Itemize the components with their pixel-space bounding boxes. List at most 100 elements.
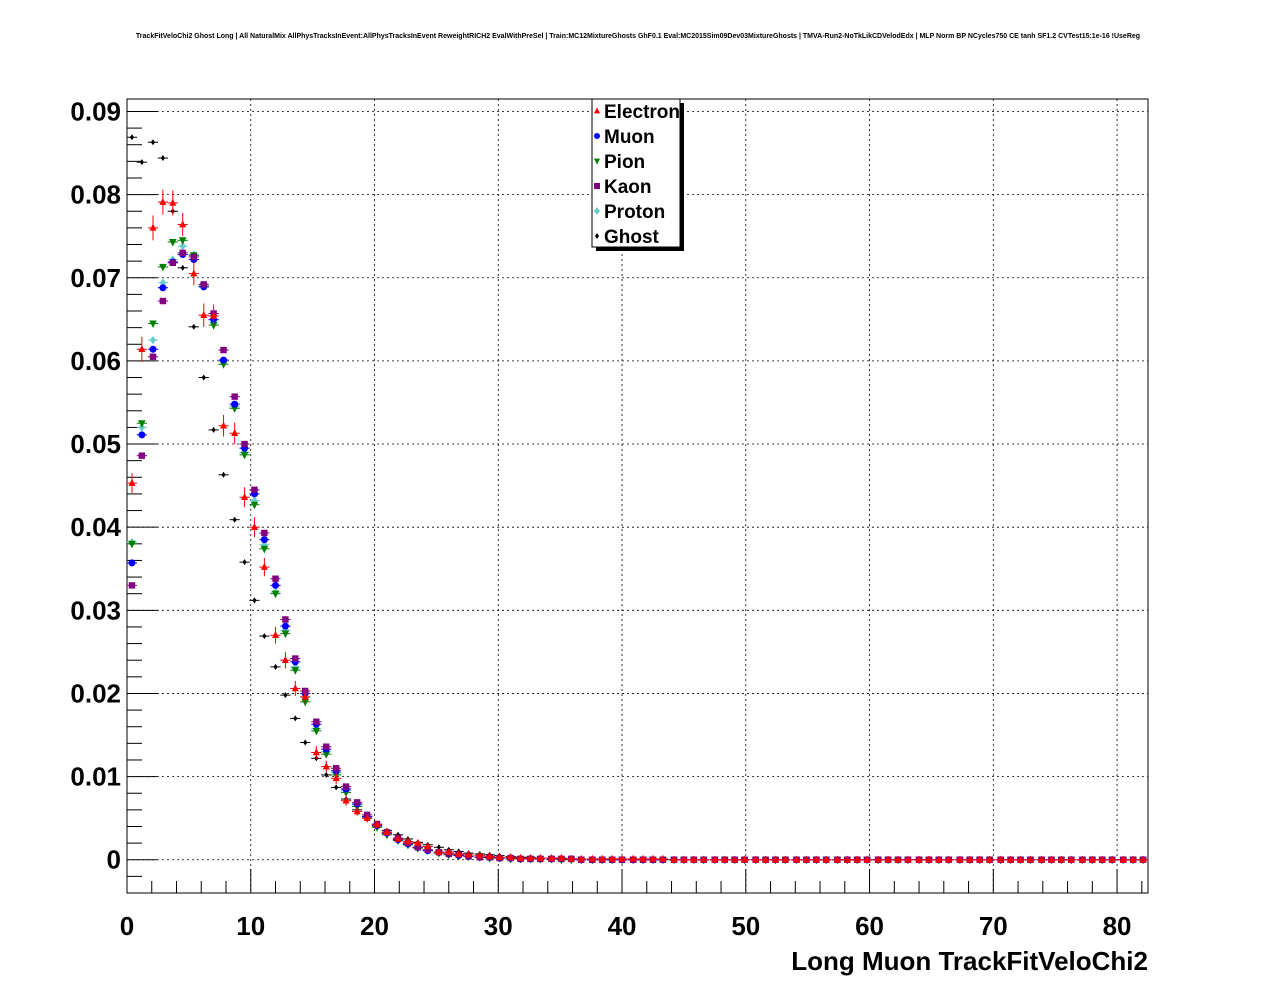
data-point xyxy=(588,854,596,862)
data-point xyxy=(159,297,167,305)
data-point xyxy=(741,855,749,863)
legend: Electron Muon Pion Kaon Proton Ghost xyxy=(591,98,684,251)
data-point xyxy=(250,522,258,530)
data-point xyxy=(1139,855,1147,863)
data-point xyxy=(884,855,892,863)
data-point xyxy=(281,656,289,664)
data-point xyxy=(342,783,350,790)
data-point xyxy=(629,854,637,862)
y-tick-label: 0.03 xyxy=(70,595,121,625)
data-point xyxy=(557,853,565,861)
data-point xyxy=(252,597,257,604)
legend-label: Muon xyxy=(604,127,655,148)
data-point xyxy=(1078,855,1086,863)
data-point xyxy=(812,855,820,863)
data-point xyxy=(1047,855,1055,863)
data-point xyxy=(219,361,228,369)
data-point xyxy=(711,855,719,863)
series-muon xyxy=(126,250,1149,864)
x-tick-label: 30 xyxy=(484,911,513,941)
data-point xyxy=(424,846,431,853)
data-point xyxy=(291,684,299,692)
data-point xyxy=(240,451,249,460)
x-tick-label: 70 xyxy=(979,911,1008,941)
data-point xyxy=(262,633,267,640)
data-point xyxy=(731,855,739,863)
data-point xyxy=(272,581,280,589)
data-point xyxy=(128,559,136,567)
x-tick-label: 80 xyxy=(1103,911,1132,941)
data-point xyxy=(894,855,902,863)
data-point xyxy=(281,630,290,639)
data-point xyxy=(191,323,196,330)
data-point xyxy=(853,855,861,863)
y-tick-label: 0.06 xyxy=(70,346,121,376)
series-proton xyxy=(126,242,1149,864)
legend-marker xyxy=(594,183,600,189)
y-tick-label: 0 xyxy=(107,845,121,875)
data-point xyxy=(160,155,165,162)
x-tick-label: 20 xyxy=(360,911,389,941)
data-point xyxy=(149,353,157,360)
x-tick-label: 0 xyxy=(120,911,134,941)
data-point xyxy=(404,837,412,845)
data-point xyxy=(781,855,789,863)
legend-label: Ghost xyxy=(604,227,660,248)
data-point xyxy=(178,237,187,245)
y-tick-label: 0.05 xyxy=(70,429,121,459)
data-point xyxy=(283,692,288,699)
data-point xyxy=(1067,855,1075,863)
legend-label: Proton xyxy=(604,202,665,223)
data-point xyxy=(179,249,186,257)
data-point xyxy=(496,853,504,861)
series-pion xyxy=(126,237,1149,865)
data-point xyxy=(232,516,237,523)
data-point xyxy=(935,855,943,863)
legend-marker xyxy=(594,233,600,239)
data-point xyxy=(1057,855,1065,863)
data-point xyxy=(190,269,198,277)
data-point xyxy=(363,813,371,821)
y-tick-label: 0.04 xyxy=(70,512,121,542)
data-point xyxy=(180,264,185,271)
data-point xyxy=(526,853,534,861)
data-point xyxy=(904,855,912,863)
data-point xyxy=(260,562,268,570)
data-point xyxy=(149,345,157,353)
data-point xyxy=(272,575,279,582)
data-points xyxy=(126,134,1149,865)
legend-label: Pion xyxy=(604,152,645,173)
data-point xyxy=(323,743,330,750)
data-point xyxy=(332,774,340,782)
data-point xyxy=(394,834,402,842)
data-point xyxy=(242,559,247,566)
data-point xyxy=(721,855,729,863)
data-point xyxy=(149,320,157,329)
x-tick-label: 40 xyxy=(608,911,637,941)
data-point xyxy=(863,855,871,863)
data-point xyxy=(476,851,484,859)
y-tick-label: 0.08 xyxy=(70,180,121,210)
data-point xyxy=(436,844,441,851)
data-point xyxy=(1119,855,1127,863)
data-point xyxy=(598,854,606,862)
data-point xyxy=(138,420,146,428)
data-point xyxy=(383,828,391,836)
x-tick-label: 60 xyxy=(855,911,884,941)
data-point xyxy=(353,799,361,806)
data-point xyxy=(159,263,167,272)
data-point xyxy=(220,356,228,364)
series-electron xyxy=(126,189,1149,863)
data-point xyxy=(210,311,218,319)
x-tick-label: 10 xyxy=(236,911,265,941)
data-point xyxy=(1098,855,1106,863)
data-point xyxy=(220,346,227,354)
data-point xyxy=(700,855,708,863)
legend-marker xyxy=(594,158,600,165)
data-point xyxy=(241,440,248,448)
data-point xyxy=(138,452,146,459)
data-point xyxy=(322,762,330,770)
data-point xyxy=(139,159,144,166)
data-point xyxy=(250,501,259,510)
data-point xyxy=(291,667,300,675)
